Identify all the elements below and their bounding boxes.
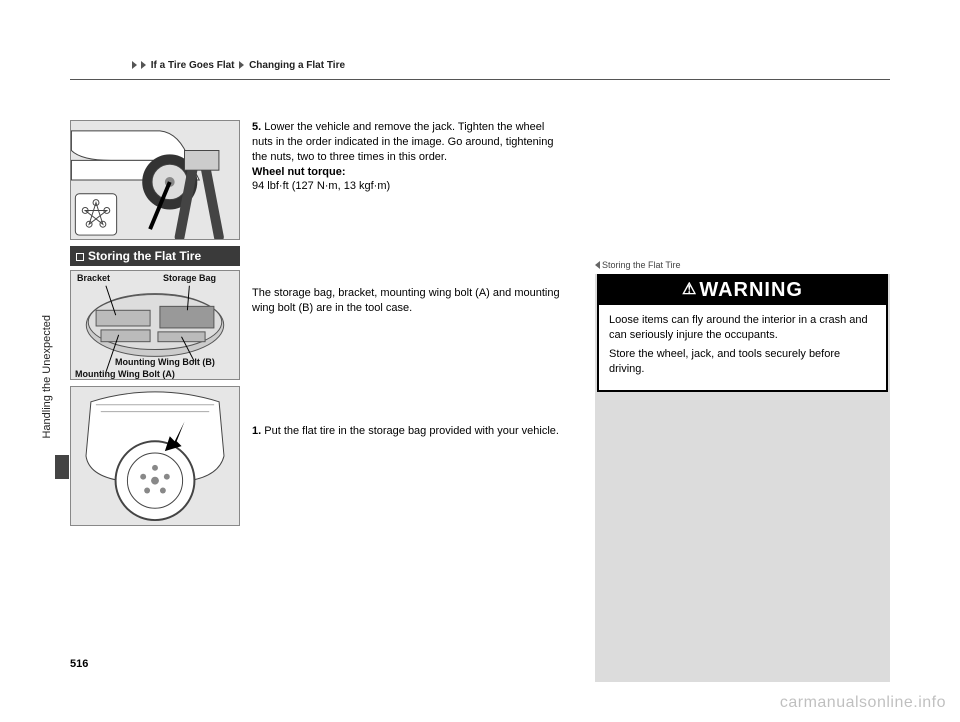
side-column: Storing the Flat Tire ⚠WARNING Loose ite…	[595, 120, 890, 682]
step1-text: Put the flat tire in the storage bag pro…	[264, 425, 559, 437]
figure-tool-case: Bracket Storage Bag Mounting Wing Bolt (…	[70, 270, 240, 380]
storing-text: The storage bag, bracket, mounting wing …	[252, 287, 560, 314]
step5-bold: Wheel nut torque:	[252, 166, 346, 178]
step5-text1: Lower the vehicle and remove the jack. T…	[252, 121, 553, 163]
warning-heading: ⚠WARNING	[599, 276, 886, 305]
warning-title: WARNING	[699, 279, 803, 301]
chevron-icon	[239, 61, 244, 69]
warning-body: Loose items can fly around the interior …	[599, 305, 886, 390]
breadcrumb: If a Tire Goes Flat Changing a Flat Tire	[70, 60, 890, 80]
chevron-icon	[132, 61, 137, 69]
breadcrumb-lvl2: Changing a Flat Tire	[249, 60, 345, 71]
figure-column: Storing the Flat Tire	[70, 120, 240, 682]
page-number: 516	[70, 658, 88, 670]
section-tab-marker	[55, 455, 69, 479]
label-bracket: Bracket	[77, 273, 110, 283]
triangle-icon	[595, 261, 600, 269]
watermark: carmanualsonline.info	[780, 694, 946, 712]
figure-tighten-order	[70, 120, 240, 240]
section-heading: Storing the Flat Tire	[70, 246, 240, 266]
label-mwb-b: Mounting Wing Bolt (B)	[115, 357, 215, 367]
warning-p2: Store the wheel, jack, and tools securel…	[609, 347, 876, 377]
figure-tire-in-bag	[70, 386, 240, 526]
warning-box: ⚠WARNING Loose items can fly around the …	[597, 274, 888, 392]
step-number: 5.	[252, 121, 261, 133]
breadcrumb-lvl1: If a Tire Goes Flat	[151, 60, 235, 71]
chevron-icon	[141, 61, 146, 69]
warning-icon: ⚠	[682, 281, 697, 298]
step-number: 1.	[252, 425, 261, 437]
section-heading-text: Storing the Flat Tire	[88, 249, 201, 263]
step5-text2: 94 lbf·ft (127 N·m, 13 kgf·m)	[252, 180, 390, 192]
label-storage-bag: Storage Bag	[163, 273, 216, 283]
section-tab: Handling the Unexpected	[37, 305, 57, 449]
side-reference: Storing the Flat Tire	[595, 260, 890, 270]
body-text-column: 5. Lower the vehicle and remove the jack…	[252, 120, 562, 682]
side-info-box: ⚠WARNING Loose items can fly around the …	[595, 274, 890, 682]
square-bullet-icon	[76, 253, 84, 261]
side-reference-text: Storing the Flat Tire	[602, 260, 681, 270]
warning-p1: Loose items can fly around the interior …	[609, 313, 876, 343]
label-mwb-a: Mounting Wing Bolt (A)	[75, 369, 175, 379]
